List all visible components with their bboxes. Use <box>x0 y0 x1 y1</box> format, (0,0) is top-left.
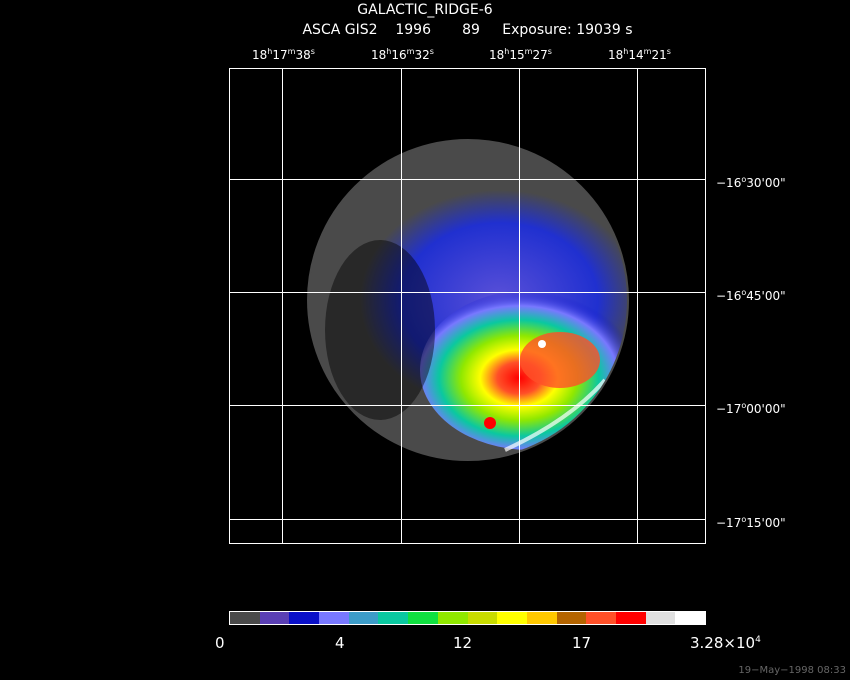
colorbar-swatch <box>259 612 290 624</box>
colorbar-swatch <box>467 612 498 624</box>
plot-frame <box>229 68 706 544</box>
instrument-label: ASCA GIS2 <box>302 22 378 38</box>
colorbar-swatch <box>348 612 379 624</box>
colorbar-swatch <box>675 612 705 624</box>
timestamp: 19−May−1998 08:33 <box>738 665 846 676</box>
colorbar-swatch <box>408 612 438 624</box>
colorbar-max-label: 3.28×104 <box>690 634 761 652</box>
colorbar-swatch <box>319 612 349 624</box>
year-label: 1996 <box>395 22 431 38</box>
colorbar-swatch <box>230 612 260 624</box>
colorbar-swatch <box>586 612 616 624</box>
colorbar-label: 12 <box>453 634 473 652</box>
ra-label: 18h15m27s <box>489 47 552 62</box>
dec-label: −16o30'00" <box>716 175 786 190</box>
colorbar-swatch <box>645 612 676 624</box>
sequence-label: 89 <box>462 22 480 38</box>
dec-label: −16o45'00" <box>716 288 786 303</box>
colorbar-label: 0 <box>215 634 225 652</box>
ra-label: 18h16m32s <box>371 47 434 62</box>
colorbar-swatch <box>615 612 646 624</box>
exposure-label: Exposure: 19039 s <box>502 22 633 38</box>
colorbar-swatch <box>526 612 557 624</box>
colorbar-swatch <box>289 612 320 624</box>
dec-label: −17o00'00" <box>716 401 786 416</box>
ra-label: 18h14m21s <box>608 47 671 62</box>
plot-subtitle: ASCA GIS2 1996 89 Exposure: 19039 s <box>0 22 850 38</box>
plot-title: GALACTIC_RIDGE-6 <box>357 2 493 18</box>
ra-label: 18h17m38s <box>252 47 315 62</box>
colorbar-swatch <box>556 612 587 624</box>
colorbar-label: 17 <box>572 634 592 652</box>
coordinate-grid <box>229 68 705 543</box>
colorbar-swatch <box>497 612 527 624</box>
colorbar-label: 4 <box>335 634 345 652</box>
colorbar-swatch <box>378 612 409 624</box>
dec-label: −17o15'00" <box>716 515 786 530</box>
colorbar <box>229 611 706 625</box>
colorbar-swatch <box>437 612 468 624</box>
